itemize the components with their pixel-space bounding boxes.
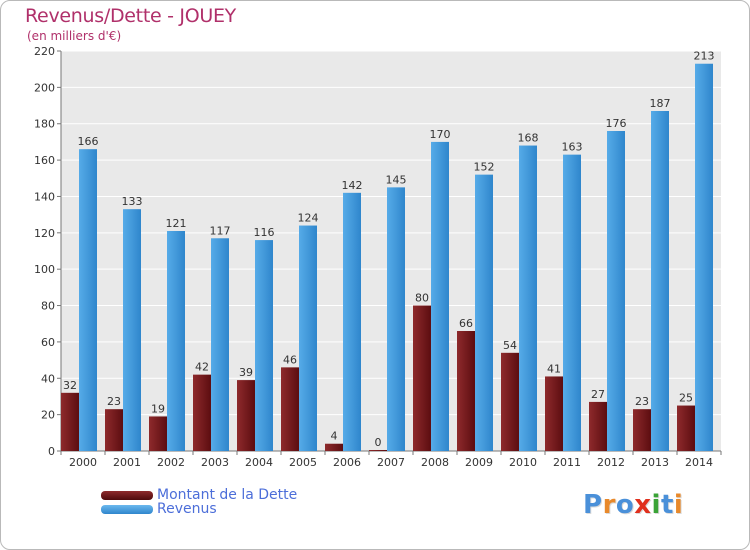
x-tick-label: 2013 bbox=[641, 456, 669, 469]
data-label-revenus: 187 bbox=[650, 97, 671, 110]
y-tick-label: 100 bbox=[34, 263, 55, 276]
data-label-dette: 41 bbox=[547, 362, 561, 375]
data-label-revenus: 163 bbox=[562, 141, 583, 154]
bar-revenus bbox=[607, 131, 625, 451]
bar-dette bbox=[413, 305, 431, 451]
y-tick-label: 20 bbox=[41, 409, 55, 422]
x-tick-label: 2002 bbox=[157, 456, 185, 469]
legend-item-dette: Montant de la Dette bbox=[101, 487, 298, 503]
data-label-revenus: 121 bbox=[166, 217, 187, 230]
data-label-revenus: 213 bbox=[694, 50, 715, 63]
proxiti-logo: Proxiti bbox=[583, 490, 684, 520]
y-tick-label: 40 bbox=[41, 372, 55, 385]
bar-revenus bbox=[651, 111, 669, 451]
x-tick-label: 2014 bbox=[685, 456, 713, 469]
bar-dette bbox=[457, 331, 475, 451]
y-tick-label: 220 bbox=[34, 45, 55, 58]
legend-label-revenus: Revenus bbox=[157, 501, 217, 517]
bar-revenus bbox=[255, 240, 273, 451]
x-tick-label: 2003 bbox=[201, 456, 229, 469]
bar-revenus bbox=[431, 141, 449, 451]
data-label-revenus: 124 bbox=[298, 212, 319, 225]
data-label-dette: 4 bbox=[331, 430, 338, 443]
y-tick-label: 140 bbox=[34, 190, 55, 203]
data-label-dette: 27 bbox=[591, 388, 605, 401]
data-label-revenus: 117 bbox=[210, 224, 231, 237]
data-label-revenus: 168 bbox=[518, 132, 539, 145]
bar-dette bbox=[501, 352, 519, 451]
x-tick-label: 2001 bbox=[113, 456, 141, 469]
y-tick-label: 200 bbox=[34, 81, 55, 94]
data-label-revenus: 176 bbox=[606, 117, 627, 130]
bar-revenus bbox=[123, 209, 141, 451]
data-label-dette: 0 bbox=[375, 436, 382, 449]
bar-revenus bbox=[475, 174, 493, 452]
x-tick-label: 2009 bbox=[465, 456, 493, 469]
legend-swatch-revenus bbox=[101, 504, 153, 514]
bar-revenus bbox=[563, 154, 581, 452]
y-tick-label: 120 bbox=[34, 227, 55, 240]
data-label-dette: 42 bbox=[195, 361, 209, 374]
data-label-dette: 25 bbox=[679, 392, 693, 405]
data-label-dette: 54 bbox=[503, 339, 517, 352]
data-label-revenus: 142 bbox=[342, 179, 363, 192]
data-label-dette: 23 bbox=[635, 395, 649, 408]
data-label-dette: 32 bbox=[63, 379, 77, 392]
bar-dette bbox=[281, 367, 299, 451]
y-tick-label: 0 bbox=[48, 445, 55, 458]
chart-subtitle: (en milliers d'€) bbox=[27, 29, 122, 43]
data-label-dette: 39 bbox=[239, 366, 253, 379]
x-tick-label: 2006 bbox=[333, 456, 361, 469]
data-label-dette: 19 bbox=[151, 402, 165, 415]
x-tick-label: 2005 bbox=[289, 456, 317, 469]
bar-dette bbox=[105, 409, 123, 451]
data-label-revenus: 166 bbox=[78, 135, 99, 148]
legend-label-dette: Montant de la Dette bbox=[157, 487, 298, 503]
y-tick-label: 160 bbox=[34, 154, 55, 167]
bar-dette bbox=[61, 392, 79, 451]
data-label-dette: 80 bbox=[415, 292, 429, 305]
bar-dette bbox=[149, 416, 167, 451]
data-label-dette: 46 bbox=[283, 353, 297, 366]
y-tick-label: 60 bbox=[41, 336, 55, 349]
chart-title: Revenus/Dette - JOUEY bbox=[25, 5, 236, 27]
bar-dette bbox=[237, 380, 255, 451]
data-label-dette: 23 bbox=[107, 395, 121, 408]
data-label-revenus: 145 bbox=[386, 173, 407, 186]
x-tick-label: 2007 bbox=[377, 456, 405, 469]
bar-revenus bbox=[343, 192, 361, 451]
data-label-revenus: 133 bbox=[122, 195, 143, 208]
x-tick-label: 2000 bbox=[69, 456, 97, 469]
bar-dette bbox=[677, 405, 695, 451]
x-tick-label: 2012 bbox=[597, 456, 625, 469]
bar-dette bbox=[369, 450, 387, 451]
bar-dette bbox=[545, 376, 563, 451]
bar-revenus bbox=[387, 187, 405, 451]
x-tick-label: 2010 bbox=[509, 456, 537, 469]
bar-dette bbox=[325, 443, 343, 451]
legend-swatch-dette bbox=[101, 490, 153, 500]
bar-revenus bbox=[211, 238, 229, 451]
x-tick-label: 2011 bbox=[553, 456, 581, 469]
bar-revenus bbox=[519, 145, 537, 451]
bar-dette bbox=[633, 409, 651, 451]
bar-dette bbox=[589, 401, 607, 451]
y-tick-label: 180 bbox=[34, 118, 55, 131]
x-tick-label: 2008 bbox=[421, 456, 449, 469]
data-label-revenus: 116 bbox=[254, 226, 275, 239]
legend-item-revenus: Revenus bbox=[101, 501, 217, 517]
bar-revenus bbox=[167, 231, 185, 451]
bar-revenus bbox=[79, 149, 97, 451]
data-label-dette: 66 bbox=[459, 317, 473, 330]
bar-revenus bbox=[695, 63, 713, 452]
data-label-revenus: 170 bbox=[430, 128, 451, 141]
bar-revenus bbox=[299, 225, 317, 451]
data-label-revenus: 152 bbox=[474, 161, 495, 174]
y-tick-label: 80 bbox=[41, 300, 55, 313]
x-tick-label: 2004 bbox=[245, 456, 273, 469]
bar-dette bbox=[193, 374, 211, 451]
